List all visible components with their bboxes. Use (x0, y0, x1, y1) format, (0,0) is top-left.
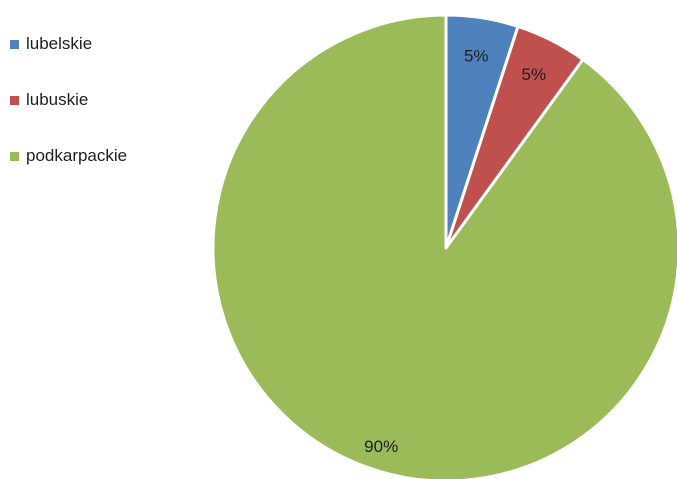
pie-slice-podkarpackie (211, 13, 677, 479)
legend-item-lubelskie: lubelskie (10, 34, 127, 54)
legend-item-podkarpackie: podkarpackie (10, 146, 127, 166)
pie-slices (211, 13, 677, 479)
legend-label: lubuskie (26, 90, 89, 109)
legend-label: lubelskie (26, 34, 93, 53)
chart-legend: lubelskie lubuskie podkarpackie (10, 34, 127, 202)
data-label-podkarpackie: 90% (364, 437, 398, 456)
legend-swatch (10, 95, 19, 105)
legend-item-lubuskie: lubuskie (10, 90, 127, 110)
pie-labels: 5% 5% 90% (364, 46, 546, 455)
data-label-lubelskie: 5% (464, 46, 489, 65)
legend-swatch (10, 151, 19, 161)
data-label-lubuskie: 5% (522, 65, 547, 84)
legend-swatch (10, 39, 19, 49)
legend-label: podkarpackie (26, 146, 128, 165)
